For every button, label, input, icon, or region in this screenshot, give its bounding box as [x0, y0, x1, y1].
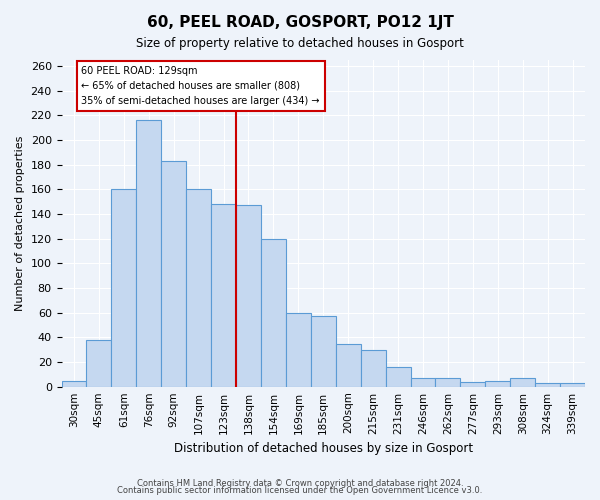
Text: 60 PEEL ROAD: 129sqm
← 65% of detached houses are smaller (808)
35% of semi-deta: 60 PEEL ROAD: 129sqm ← 65% of detached h… [82, 66, 320, 106]
Text: Size of property relative to detached houses in Gosport: Size of property relative to detached ho… [136, 38, 464, 51]
Bar [86, 340, 112, 386]
Bar [211, 204, 236, 386]
Bar [161, 161, 186, 386]
Bar [311, 316, 336, 386]
Bar [361, 350, 386, 387]
Bar [62, 380, 86, 386]
Bar [485, 380, 510, 386]
Bar [336, 344, 361, 386]
Bar [286, 312, 311, 386]
Bar [410, 378, 436, 386]
Bar [186, 190, 211, 386]
Bar [436, 378, 460, 386]
Bar [136, 120, 161, 386]
Bar [535, 383, 560, 386]
Text: 60, PEEL ROAD, GOSPORT, PO12 1JT: 60, PEEL ROAD, GOSPORT, PO12 1JT [146, 15, 454, 30]
Bar [261, 238, 286, 386]
Bar [386, 367, 410, 386]
Text: Contains HM Land Registry data © Crown copyright and database right 2024.: Contains HM Land Registry data © Crown c… [137, 478, 463, 488]
Bar [236, 206, 261, 386]
Bar [560, 383, 585, 386]
Bar [112, 190, 136, 386]
Bar [510, 378, 535, 386]
Y-axis label: Number of detached properties: Number of detached properties [15, 136, 25, 311]
Text: Contains public sector information licensed under the Open Government Licence v3: Contains public sector information licen… [118, 486, 482, 495]
X-axis label: Distribution of detached houses by size in Gosport: Distribution of detached houses by size … [174, 442, 473, 455]
Bar [460, 382, 485, 386]
